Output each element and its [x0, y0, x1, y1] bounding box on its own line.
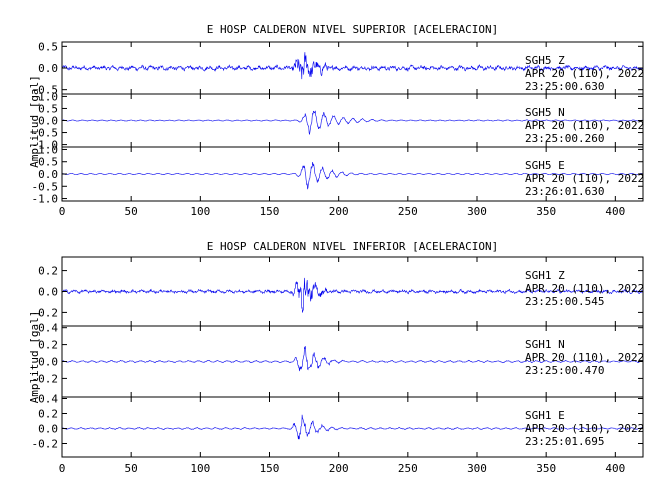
date-label: APR 20 (110), 2022 [525, 119, 644, 132]
y-tick-label: -0.5 [32, 180, 59, 193]
time-label: 23:25:00.630 [525, 80, 604, 93]
y-tick-label: -1.0 [32, 139, 59, 152]
time-label: 23:25:01.695 [525, 435, 604, 448]
waveform-line [61, 52, 644, 80]
y-tick-label: -0.5 [32, 127, 59, 140]
station-label: SGH1 N [525, 338, 565, 351]
y-tick-label: 0.0 [38, 423, 58, 436]
chart-title: E HOSP CALDERON NIVEL INFERIOR [ACELERAC… [207, 240, 498, 253]
y-tick-label: 0.4 [38, 322, 58, 335]
time-label: 23:25:00.260 [525, 132, 604, 145]
y-tick-label: -0.2 [32, 438, 59, 451]
x-tick-label: 0 [59, 205, 66, 218]
date-label: APR 20 (110), 2022 [525, 351, 644, 364]
y-tick-label: 0.5 [38, 156, 58, 169]
x-tick-label: 250 [398, 462, 418, 475]
date-label: APR 20 (110), 2022 [525, 67, 644, 80]
x-tick-label: 250 [398, 205, 418, 218]
x-tick-label: 50 [125, 462, 138, 475]
station-label: SGH1 E [525, 409, 565, 422]
time-label: 23:26:01.630 [525, 185, 604, 198]
y-tick-label: 0.4 [38, 393, 58, 406]
y-tick-label: 0.0 [38, 168, 58, 181]
time-label: 23:25:00.470 [525, 364, 604, 377]
x-tick-label: 200 [329, 462, 349, 475]
x-tick-label: 100 [190, 205, 210, 218]
y-tick-label: 1.0 [38, 143, 58, 156]
y-axis-label: Amplitud [gal] [28, 75, 41, 168]
x-tick-label: 350 [536, 462, 556, 475]
chart-2: E HOSP CALDERON NIVEL INFERIOR [ACELERAC… [28, 240, 644, 475]
y-tick-label: 0.2 [38, 265, 58, 278]
station-label: SGH1 Z [525, 269, 565, 282]
date-label: APR 20 (110), 2022 [525, 172, 644, 185]
panel-frame [61, 396, 644, 458]
waveform-line [61, 414, 643, 440]
y-tick-label: 0.0 [38, 286, 58, 299]
waveform-line [61, 161, 643, 190]
x-tick-label: 400 [605, 462, 625, 475]
station-label: SGH5 Z [525, 54, 565, 67]
station-label: SGH5 N [525, 106, 565, 119]
waveform-line [61, 346, 644, 372]
x-tick-label: 300 [467, 205, 487, 218]
y-tick-label: -0.5 [32, 84, 59, 97]
x-tick-label: 0 [59, 462, 66, 475]
y-tick-label: 1.0 [38, 90, 58, 103]
y-tick-label: -0.2 [32, 306, 59, 319]
y-tick-label: 0.2 [38, 339, 58, 352]
time-label: 23:25:00.545 [525, 295, 604, 308]
waveform-line [62, 110, 643, 135]
y-tick-label: 0.5 [38, 40, 58, 53]
y-tick-label: 0.5 [38, 102, 58, 115]
date-label: APR 20 (110), 2022 [525, 422, 644, 435]
waveform-line [61, 277, 644, 313]
chart-1: E HOSP CALDERON NIVEL SUPERIOR [ACELERAC… [28, 23, 644, 218]
x-tick-label: 350 [536, 205, 556, 218]
y-tick-label: 0.0 [38, 115, 58, 128]
station-label: SGH5 E [525, 159, 565, 172]
x-tick-label: 300 [467, 462, 487, 475]
y-axis-label: Amplitud [gal] [28, 311, 41, 404]
y-tick-label: 0.2 [38, 408, 58, 421]
date-label: APR 20 (110), 2022 [525, 282, 644, 295]
y-tick-label: 0.0 [38, 62, 58, 75]
chart-title: E HOSP CALDERON NIVEL SUPERIOR [ACELERAC… [207, 23, 498, 36]
x-tick-label: 50 [125, 205, 138, 218]
y-tick-label: -0.2 [32, 372, 59, 385]
x-tick-label: 100 [190, 462, 210, 475]
y-tick-label: -1.0 [32, 193, 59, 206]
x-tick-label: 400 [605, 205, 625, 218]
x-tick-label: 200 [329, 205, 349, 218]
x-tick-label: 150 [260, 205, 280, 218]
y-tick-label: 0.0 [38, 356, 58, 369]
x-tick-label: 150 [260, 462, 280, 475]
